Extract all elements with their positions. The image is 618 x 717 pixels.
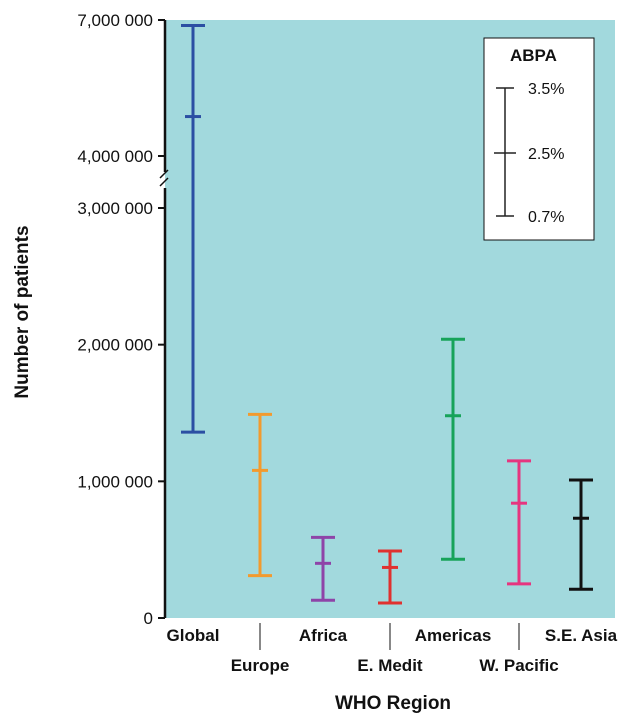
x-axis-title: WHO Region xyxy=(335,693,451,714)
category-label: Global xyxy=(167,626,220,645)
category-label: Africa xyxy=(299,626,348,645)
legend-title: ABPA xyxy=(510,46,557,65)
legend-box xyxy=(483,37,595,241)
legend-low-label: 0.7% xyxy=(528,209,564,226)
error-bar-global xyxy=(181,23,205,434)
y-tick-label: 7,000 000 xyxy=(77,11,153,30)
y-tick-label: 2,000 000 xyxy=(77,336,153,355)
legend-mid-label: 2.5% xyxy=(528,146,564,163)
y-tick-label: 0 xyxy=(144,609,153,628)
error-bar-s-e-asia xyxy=(569,478,593,591)
category-label: Europe xyxy=(231,656,290,675)
error-bar-w-pacific xyxy=(507,459,531,586)
legend: ABPA 3.5% 2.5% 0.7% xyxy=(483,37,595,241)
legend-high-label: 3.5% xyxy=(528,81,564,98)
y-axis-title: Number of patients xyxy=(12,225,33,398)
y-axis-break-mark xyxy=(159,177,169,187)
category-label: Americas xyxy=(415,626,492,645)
category-label: E. Medit xyxy=(357,656,423,675)
y-axis: 0 1,000 000 2,000 000 3,000 000 4,000 000 7,0… xyxy=(77,11,169,628)
y-tick-label: 4,000 000 xyxy=(77,147,153,166)
error-bar-europe xyxy=(248,412,272,578)
error-bars xyxy=(181,23,593,605)
error-bar-africa xyxy=(311,535,335,602)
error-bar-e-medit xyxy=(378,549,402,605)
category-labels: Global Europe Africa E. Medit Americas W. Pac… xyxy=(167,623,618,675)
error-bar-americas xyxy=(441,337,465,561)
y-axis-break-mark xyxy=(159,169,169,179)
category-label: S.E. Asia xyxy=(545,626,618,645)
y-tick-label: 1,000 000 xyxy=(77,472,153,491)
y-tick-label: 3,000 000 xyxy=(77,199,153,218)
category-label: W. Pacific xyxy=(479,656,558,675)
